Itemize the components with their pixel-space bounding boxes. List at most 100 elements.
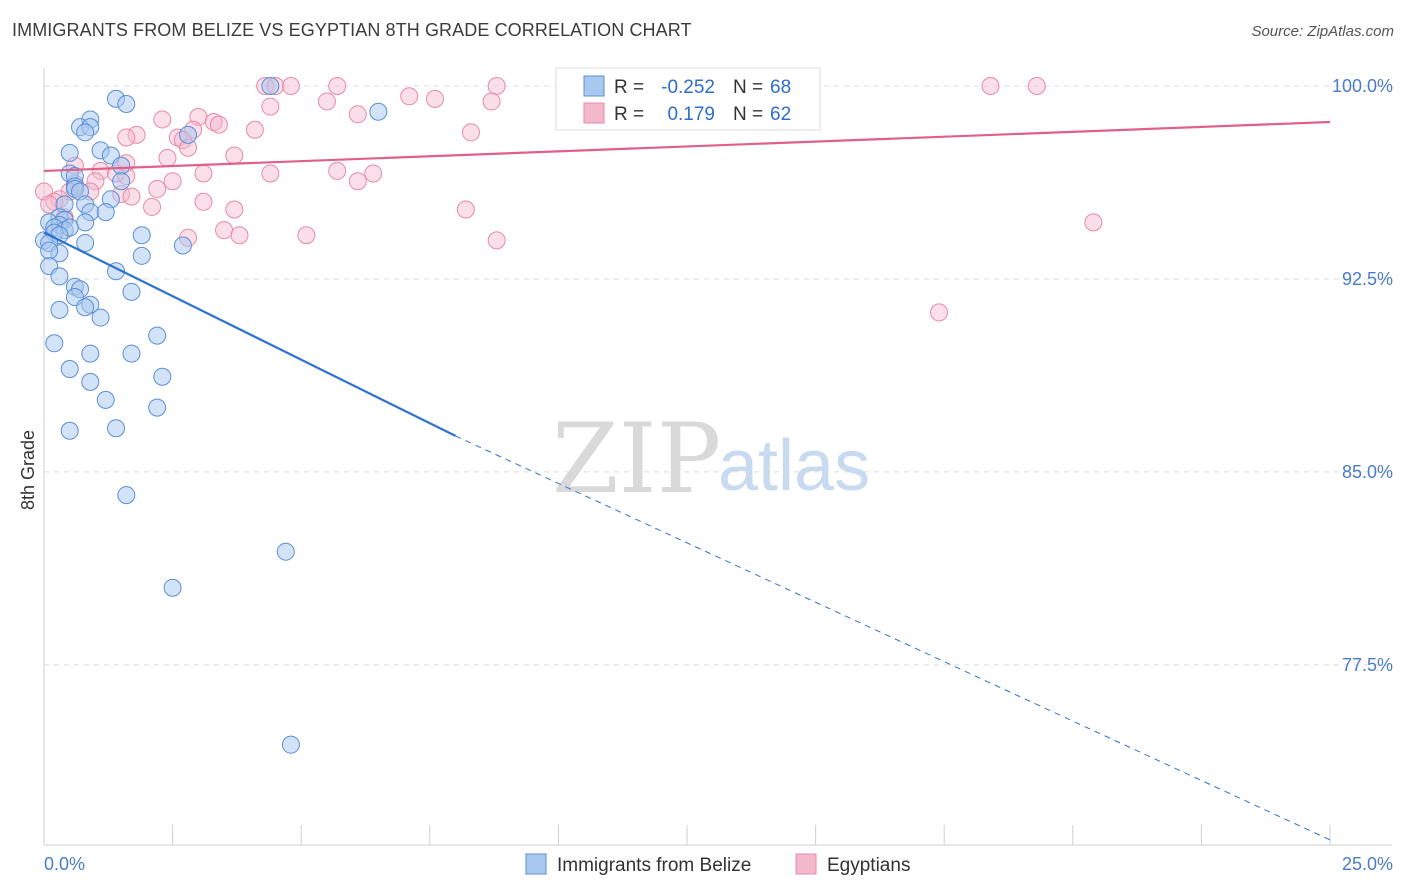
legend-r-label-2: R = [614, 104, 644, 125]
egyptians-point-44 [122, 187, 141, 206]
egyptians-point-20 [127, 125, 146, 144]
belize-point-55 [81, 344, 100, 363]
belize-point-37 [132, 226, 151, 245]
belize-point-50 [76, 298, 95, 317]
egyptians-point-30 [328, 161, 347, 180]
legend-swatch-egyptians [583, 102, 605, 124]
egyptians-point-32 [194, 164, 213, 183]
egyptians-point-10 [482, 92, 501, 111]
x-tick-label-0: 0.0% [44, 854, 85, 874]
belize-point-7 [261, 77, 280, 96]
egyptians-point-31 [261, 164, 280, 183]
egyptians-point-57 [297, 226, 316, 245]
y-tick-labels: 100.0% 92.5% 85.0% 77.5% [1332, 76, 1393, 675]
belize-point-41 [132, 246, 151, 265]
legend-r-value-2: 0.179 [667, 104, 715, 125]
belize-point-52 [91, 308, 110, 327]
egyptians-point-4 [487, 77, 506, 96]
legend: R = -0.252 N = 68 R = 0.179 N = 62 [555, 67, 821, 131]
y-tick-label-3: 77.5% [1342, 655, 1393, 675]
belize-point-12 [112, 156, 131, 175]
belize-point-51 [50, 300, 69, 319]
belize-point-65 [276, 542, 295, 561]
egyptians-point-14 [153, 110, 172, 129]
egyptians-point-51 [225, 200, 244, 219]
egyptians-point-61 [930, 303, 949, 322]
watermark-zip: ZIP [552, 403, 721, 515]
egyptians-point-26 [158, 149, 177, 168]
egyptians-point-52 [456, 200, 475, 219]
egyptians-point-15 [204, 113, 223, 132]
egyptians-point-3 [328, 77, 347, 96]
egyptians-point-29 [91, 161, 110, 180]
y-tick-label-1: 92.5% [1342, 269, 1393, 289]
belize-point-62 [107, 419, 126, 438]
egyptians-point-5 [981, 77, 1000, 96]
belize-point-38 [173, 236, 192, 255]
egyptians-point-50 [143, 197, 162, 216]
belize-point-66 [163, 578, 182, 597]
legend-swatch-belize [583, 75, 605, 97]
y-tick-label-0: 100.0% [1332, 76, 1393, 96]
grid-lines [44, 85, 1392, 666]
bottom-legend: Immigrants from Belize Egyptians [525, 853, 910, 876]
trend-lines [43, 120, 1331, 841]
egyptians-point-6 [1027, 77, 1046, 96]
belize-point-40 [40, 241, 59, 260]
belize-point-43 [50, 267, 69, 286]
egyptians-point-18 [245, 120, 264, 139]
egyptians-point-60 [1084, 213, 1103, 232]
egyptians-trend-line [43, 120, 1331, 173]
belize-point-59 [81, 372, 100, 391]
belize-point-58 [153, 367, 172, 386]
belize-point-54 [45, 334, 64, 353]
egyptians-point-19 [461, 123, 480, 142]
belize-point-8 [179, 125, 198, 144]
belize-point-56 [122, 344, 141, 363]
belize-point-60 [96, 390, 115, 409]
belize-point-23 [96, 203, 115, 222]
belize-point-64 [117, 486, 136, 505]
egyptians-point-39 [348, 172, 367, 191]
x-ticks [43, 825, 1331, 845]
watermark: ZIP atlas [552, 403, 870, 515]
chart-title: IMMIGRANTS FROM BELIZE VS EGYPTIAN 8TH G… [12, 20, 692, 40]
belize-point-61 [148, 398, 167, 417]
egyptians-point-8 [425, 89, 444, 108]
egyptians-point-16 [209, 115, 228, 134]
egyptians-point-21 [117, 128, 136, 147]
chart-source: Source: ZipAtlas.com [1251, 23, 1394, 40]
belize-point-5 [76, 123, 95, 142]
egyptians-point-7 [400, 87, 419, 106]
x-tick-labels: 0.0% 25.0% [44, 854, 1393, 874]
egyptians-point-35 [364, 164, 383, 183]
belize-trend-line [43, 231, 457, 437]
egyptians-point-59 [487, 231, 506, 250]
bottom-legend-swatch-belize [525, 853, 547, 875]
belize-point-47 [122, 282, 141, 301]
belize-point-28 [76, 213, 95, 232]
x-tick-label-1: 25.0% [1342, 854, 1393, 874]
egyptians-point-49 [194, 192, 213, 211]
belize-point-63 [60, 421, 79, 440]
legend-n-label-1: N = [733, 77, 763, 98]
egyptians-point-9 [317, 92, 336, 111]
legend-r-label-1: R = [614, 77, 644, 98]
bottom-legend-label-egyptians: Egyptians [827, 855, 910, 876]
egyptians-point-40 [148, 179, 167, 198]
belize-point-1 [117, 95, 136, 114]
belize-trend-extension [455, 435, 1331, 841]
egyptians-point-11 [261, 97, 280, 116]
egyptians-point-25 [225, 146, 244, 165]
legend-n-value-1: 68 [770, 77, 791, 98]
y-tick-label-2: 85.0% [1342, 462, 1393, 482]
belize-point-15 [112, 172, 131, 191]
belize-point-57 [60, 360, 79, 379]
egyptians-point-37 [86, 172, 105, 191]
egyptians-point-2 [281, 77, 300, 96]
egyptians-point-12 [348, 105, 367, 124]
watermark-atlas: atlas [718, 426, 870, 506]
legend-n-value-2: 62 [770, 104, 791, 125]
belize-point-9 [60, 143, 79, 162]
